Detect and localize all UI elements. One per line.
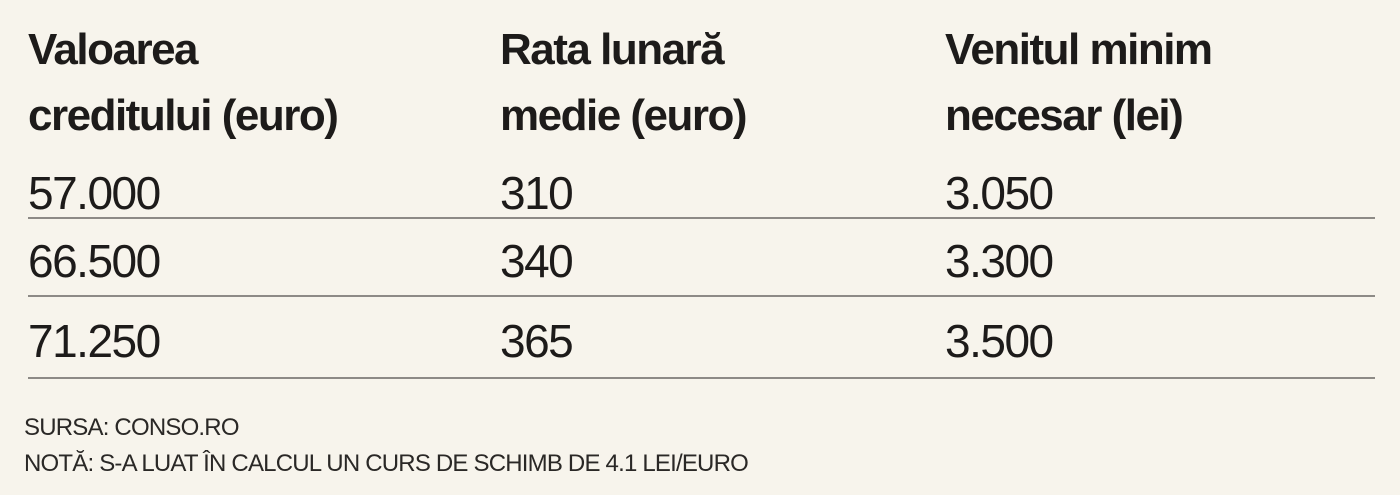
table-cell: 3.500 [945,315,1054,367]
row-divider [28,295,1375,297]
table-cell: 340 [500,235,574,287]
note: NOTĂ: S-A LUAT ÎN CALCUL UN CURS DE SCHI… [24,450,749,477]
table-cell: 3.050 [945,167,1054,219]
table-cell: 71.250 [28,315,161,367]
header-cell: Venitul minim [945,25,1213,74]
header-cell: Rata lunară [500,25,725,74]
table-cell: 66.500 [28,235,161,287]
table-cell: 310 [500,167,574,219]
table-cell: 3.300 [945,235,1054,287]
header-cell: Valoarea [28,25,199,74]
table-cell: 57.000 [28,167,161,219]
source: SURSA: CONSO.RO [24,414,240,441]
header-cell: creditului (euro) [28,91,339,140]
row-divider [28,217,1375,219]
table-cell: 365 [500,315,574,367]
header-cell: necesar (lei) [945,91,1184,140]
header-cell: medie (euro) [500,91,748,140]
row-divider [28,377,1375,379]
